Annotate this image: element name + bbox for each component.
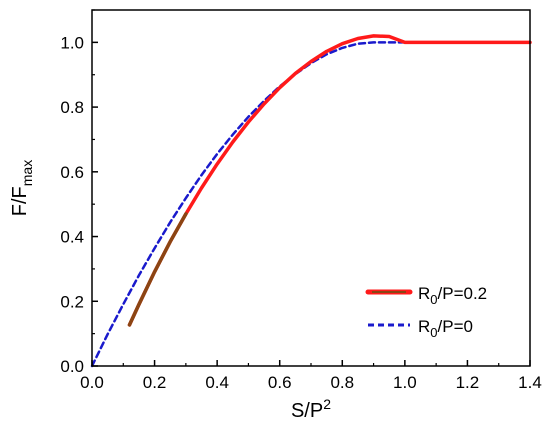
y-tick-label: 0.2: [60, 292, 84, 311]
y-tick-label: 0.0: [60, 357, 84, 376]
x-tick-label: 1.2: [456, 373, 480, 392]
x-tick-label: 0.2: [143, 373, 167, 392]
axes: 0.0 0.2 0.4 0.6 0.8 1.0 1.2 1.4 0.0 0.2 0.4 0.6 0.8 1…: [60, 9, 542, 392]
x-tick-label: 1.0: [393, 373, 417, 392]
plot-area: [90, 34, 532, 368]
series-line-1: [127, 34, 532, 327]
x-tick-label: 0.4: [205, 373, 229, 392]
series-1-highlight-segment: [127, 212, 188, 327]
x-tick-label: 0.8: [330, 373, 354, 392]
y-axis-label: F/Fmax: [9, 160, 35, 216]
legend-label-series-2: R0/P=0: [418, 317, 473, 340]
x-tick-label: 0.6: [268, 373, 292, 392]
y-tick-label: 0.8: [60, 98, 84, 117]
legend: R0/P=0.2 R0/P=0: [365, 284, 487, 340]
x-tick-label: 1.4: [518, 373, 542, 392]
legend-label-series-1: R0/P=0.2: [418, 284, 487, 307]
y-tick-label: 1.0: [60, 33, 84, 52]
y-tick-label: 0.6: [60, 163, 84, 182]
x-axis-label: S/P2: [291, 396, 331, 422]
y-tick-label: 0.4: [60, 228, 84, 247]
series-line-2: [90, 41, 407, 368]
x-tick-label: 0.0: [80, 373, 104, 392]
